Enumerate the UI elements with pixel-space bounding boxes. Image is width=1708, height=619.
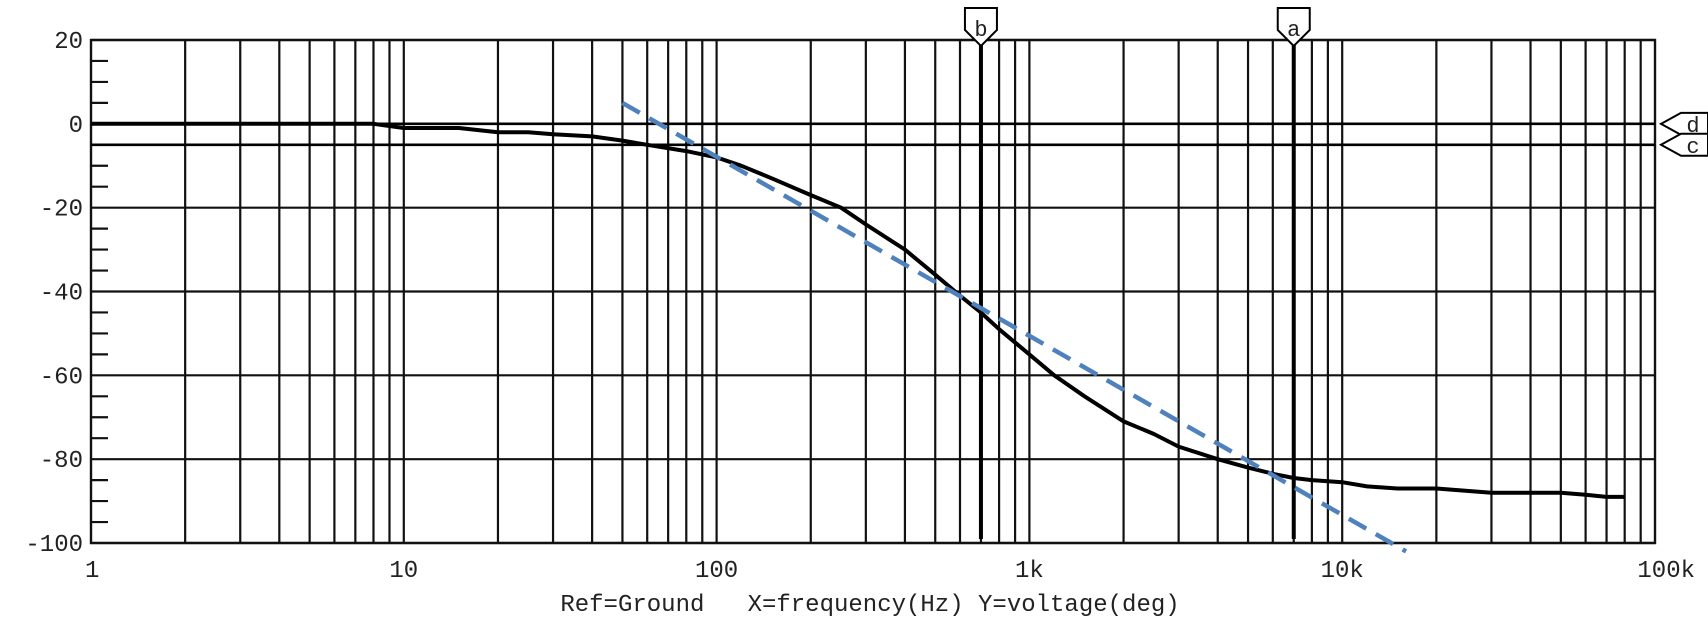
x-tick-label: 10k	[1321, 558, 1364, 585]
response-line	[91, 121, 1625, 499]
y-tick-label: -20	[40, 197, 83, 224]
x-tick-label: 1	[85, 558, 99, 585]
x-tick-label: 100k	[1637, 558, 1695, 585]
y-tick-label: -40	[40, 281, 83, 308]
marker-c-flag	[1658, 132, 1708, 157]
marker-b-label: b	[974, 18, 987, 43]
series	[91, 100, 1625, 554]
y-tick-label: -100	[25, 532, 83, 559]
marker-a-flag	[1276, 7, 1311, 48]
grid	[89, 38, 1657, 545]
marker-d-label: d	[1686, 114, 1699, 139]
axis-caption: Ref=Ground X=frequency(Hz) Y=voltage(deg…	[560, 592, 1179, 619]
marker-d-flag	[1658, 111, 1708, 136]
marker-b-flag	[963, 7, 998, 48]
x-tick-label: 100	[695, 558, 738, 585]
asymptote-line	[621, 100, 1408, 554]
y-tick-label: 0	[69, 113, 83, 140]
marker-c-label: c	[1686, 135, 1699, 160]
plot-frame	[89, 38, 1657, 545]
x-tick-label: 1k	[1015, 558, 1044, 585]
marker-a-label: a	[1287, 18, 1300, 43]
y-tick-label: -60	[40, 364, 83, 391]
x-tick-label: 10	[389, 558, 418, 585]
y-tick-label: -80	[40, 448, 83, 475]
y-tick-label: 20	[54, 29, 83, 56]
markers: dc b a	[91, 7, 1708, 539]
